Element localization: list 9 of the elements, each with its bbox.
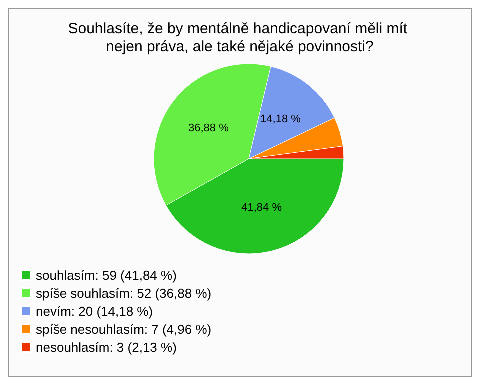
data-label: 36,88 % [188,122,230,135]
legend-label: spíše souhlasím: 52 (36,88 %) [36,286,212,301]
data-label: 14,18 % [260,114,302,126]
legend-label: souhlasím: 59 (41,84 %) [36,268,177,283]
data-label: 41,84 % [242,202,282,214]
legend-label: spíše nesouhlasím: 7 (4,96 %) [36,322,212,337]
legend-label: nevím: 20 (14,18 %) [36,304,154,319]
legend-label: nesouhlasím: 3 (2,13 %) [36,340,177,355]
chart-title: Souhlasíte, že by mentálně handicapovaní měli mít nejen práva, ale také nějaké povinnosti? [68,20,412,56]
